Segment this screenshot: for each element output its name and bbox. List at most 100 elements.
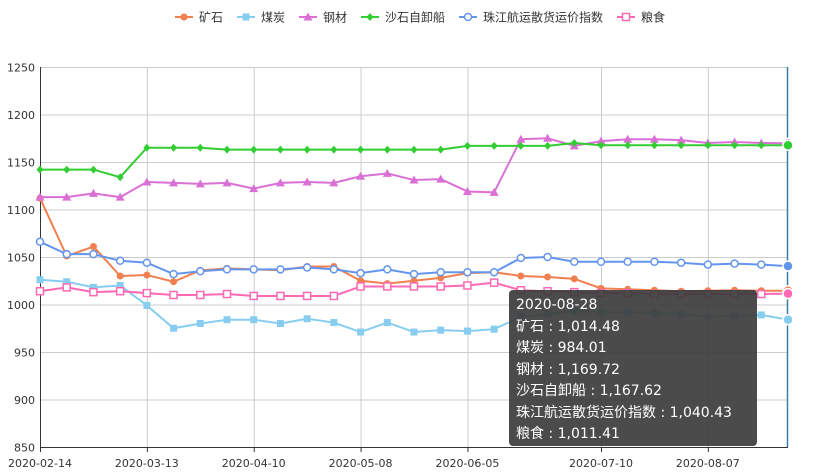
data-point[interactable]	[275, 178, 285, 187]
data-point[interactable]	[570, 275, 578, 283]
legend-item-2[interactable]: 煤炭	[237, 11, 285, 25]
data-point[interactable]	[170, 324, 178, 332]
data-point[interactable]	[489, 187, 499, 196]
data-point[interactable]	[596, 257, 606, 266]
data-point[interactable]	[463, 267, 472, 277]
data-point[interactable]	[382, 168, 392, 177]
data-point[interactable]	[35, 192, 45, 201]
data-point[interactable]	[169, 290, 178, 300]
data-point[interactable]	[115, 256, 125, 266]
data-point[interactable]	[276, 291, 285, 301]
data-point[interactable]	[249, 184, 259, 193]
data-point[interactable]	[36, 165, 44, 174]
data-point[interactable]	[222, 265, 232, 274]
data-point[interactable]	[330, 319, 338, 327]
data-point[interactable]	[249, 291, 258, 301]
data-point[interactable]	[597, 141, 605, 150]
legend-swatch-marker[interactable]	[366, 13, 374, 21]
data-point[interactable]	[115, 286, 125, 296]
data-point[interactable]	[463, 281, 472, 290]
data-point[interactable]	[223, 316, 231, 324]
data-point[interactable]	[196, 320, 204, 327]
data-point[interactable]	[436, 174, 446, 183]
data-point[interactable]	[677, 141, 685, 150]
data-point[interactable]	[516, 134, 526, 143]
data-point[interactable]	[195, 179, 205, 188]
data-point[interactable]	[489, 278, 499, 287]
data-point[interactable]	[62, 283, 71, 292]
data-point[interactable]	[89, 287, 98, 297]
data-point[interactable]	[88, 188, 98, 197]
data-point[interactable]	[143, 143, 151, 152]
data-point[interactable]	[462, 186, 472, 195]
data-point[interactable]	[490, 325, 498, 333]
data-point[interactable]	[516, 253, 526, 263]
data-point[interactable]	[63, 165, 71, 174]
data-point[interactable]	[276, 320, 284, 327]
data-point[interactable]	[302, 291, 312, 301]
legend-item-4[interactable]: 沙石自卸船	[361, 10, 445, 25]
data-point[interactable]	[437, 145, 445, 154]
data-point[interactable]	[383, 282, 392, 291]
data-point[interactable]	[623, 257, 632, 266]
data-point[interactable]	[330, 145, 338, 154]
data-point[interactable]	[329, 291, 339, 301]
data-point[interactable]	[303, 145, 311, 154]
data-point[interactable]	[142, 258, 152, 267]
data-point[interactable]	[62, 249, 71, 259]
data-point[interactable]	[437, 274, 445, 282]
data-point[interactable]	[383, 319, 391, 327]
data-point[interactable]	[623, 134, 633, 143]
data-point[interactable]	[356, 282, 365, 291]
data-point[interactable]	[329, 178, 339, 187]
data-point[interactable]	[676, 258, 686, 267]
data-point[interactable]	[36, 276, 44, 284]
data-point[interactable]	[89, 243, 97, 251]
series-3[interactable]	[35, 133, 793, 201]
legend-swatch-marker[interactable]	[180, 13, 188, 21]
series-5[interactable]	[35, 237, 793, 279]
legend-item-3[interactable]: 钢材	[299, 11, 347, 25]
data-point[interactable]	[544, 273, 552, 281]
data-point[interactable]	[196, 143, 204, 152]
data-point[interactable]	[757, 289, 766, 299]
data-point[interactable]	[704, 141, 712, 150]
data-point[interactable]	[116, 272, 124, 280]
data-point[interactable]	[731, 141, 739, 150]
data-point[interactable]	[757, 260, 766, 269]
data-point[interactable]	[596, 136, 606, 145]
data-point[interactable]	[302, 263, 312, 272]
data-point[interactable]	[63, 278, 71, 286]
data-point[interactable]	[650, 257, 659, 266]
data-point[interactable]	[730, 259, 739, 268]
data-point[interactable]	[170, 278, 178, 286]
data-point[interactable]	[142, 288, 152, 298]
legend-item-1[interactable]: 矿石	[175, 11, 223, 25]
data-point[interactable]	[170, 143, 178, 152]
data-point[interactable]	[383, 145, 391, 154]
legend-item-5[interactable]: 珠江航运散货运价指数	[459, 10, 603, 25]
data-point[interactable]	[303, 315, 311, 323]
data-point[interactable]	[116, 282, 124, 289]
data-point[interactable]	[463, 327, 471, 335]
legend-item-6[interactable]: 粮食	[617, 10, 665, 25]
data-point[interactable]	[409, 175, 419, 184]
legend[interactable]: 矿石 煤炭 钢材 沙石自卸船 珠江航运散货运价指数 粮食	[175, 10, 665, 25]
data-point[interactable]	[517, 141, 525, 150]
data-point[interactable]	[357, 145, 365, 154]
data-point[interactable]	[356, 268, 365, 278]
data-point[interactable]	[169, 178, 179, 187]
data-point[interactable]	[356, 171, 366, 180]
data-point[interactable]	[89, 249, 98, 259]
data-point[interactable]	[302, 177, 312, 186]
data-point[interactable]	[517, 272, 525, 280]
data-point[interactable]	[624, 141, 632, 150]
data-point[interactable]	[410, 145, 418, 154]
data-point[interactable]	[116, 173, 124, 182]
data-point[interactable]	[276, 145, 284, 154]
data-point[interactable]	[196, 290, 205, 300]
data-point[interactable]	[489, 267, 499, 277]
data-point[interactable]	[409, 282, 419, 291]
data-point[interactable]	[410, 328, 418, 336]
data-point[interactable]	[249, 265, 258, 274]
